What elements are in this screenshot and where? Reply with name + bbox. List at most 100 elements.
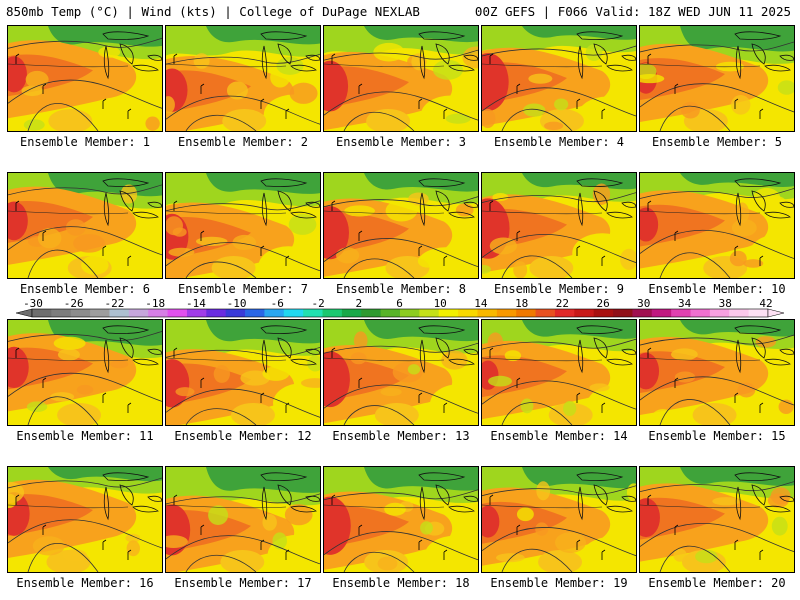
temperature-map bbox=[166, 320, 320, 425]
temperature-map bbox=[482, 320, 636, 425]
colorbar-swatch bbox=[632, 309, 653, 317]
colorbar-swatch bbox=[554, 309, 575, 317]
colorbar-tick-label: 34 bbox=[678, 298, 692, 310]
ensemble-member-label: Ensemble Member: 14 bbox=[490, 429, 628, 443]
colorbar-swatch bbox=[206, 309, 227, 317]
temperature-map bbox=[482, 26, 636, 131]
ensemble-map-panel bbox=[323, 319, 479, 426]
colorbar-tick-label: -30 bbox=[23, 298, 43, 310]
colorbar-tick-label: -6 bbox=[271, 298, 284, 310]
colorbar-swatch bbox=[303, 309, 323, 317]
colorbar-tick-label: -2 bbox=[311, 298, 324, 310]
ensemble-map-panel bbox=[323, 25, 479, 132]
ensemble-map-panel bbox=[7, 319, 163, 426]
colorbar-tick-label: -10 bbox=[227, 298, 247, 310]
colorbar-swatch bbox=[186, 309, 207, 317]
colorbar-swatch bbox=[651, 309, 672, 317]
colorbar-swatch bbox=[167, 309, 188, 317]
temperature-map bbox=[482, 467, 636, 572]
colorbar-swatch bbox=[438, 309, 459, 317]
temperature-map bbox=[324, 320, 478, 425]
colorbar-swatch bbox=[400, 309, 420, 317]
colorbar-tick-label: 38 bbox=[719, 298, 732, 310]
ensemble-member-label: Ensemble Member: 5 bbox=[651, 135, 783, 149]
ensemble-member-label: Ensemble Member: 10 bbox=[648, 282, 786, 296]
ensemble-map-panel bbox=[165, 466, 321, 573]
ensemble-member-label: Ensemble Member: 12 bbox=[174, 429, 312, 443]
colorbar-swatch bbox=[613, 309, 633, 317]
ensemble-map-panel bbox=[7, 25, 163, 132]
ensemble-member-label: Ensemble Member: 17 bbox=[174, 576, 312, 590]
ensemble-member-label: Ensemble Member: 11 bbox=[16, 429, 154, 443]
ensemble-map-panel bbox=[165, 25, 321, 132]
temperature-map bbox=[166, 173, 320, 278]
colorbar-tick-label: 18 bbox=[515, 298, 528, 310]
colorbar-tick-label: 2 bbox=[355, 298, 362, 310]
colorbar-tick-label: -26 bbox=[64, 298, 84, 310]
colorbar-swatch bbox=[341, 309, 362, 317]
ensemble-member-label: Ensemble Member: 13 bbox=[332, 429, 470, 443]
colorbar-swatch bbox=[748, 309, 769, 317]
temperature-map bbox=[324, 173, 478, 278]
colorbar-swatch bbox=[264, 309, 285, 317]
colorbar-swatch bbox=[32, 309, 52, 317]
ensemble-map-panel bbox=[165, 319, 321, 426]
ensemble-member-label: Ensemble Member: 4 bbox=[493, 135, 625, 149]
ensemble-map-panel bbox=[639, 319, 795, 426]
colorbar-tick-label: 42 bbox=[759, 298, 772, 310]
ensemble-map-panel bbox=[481, 25, 637, 132]
temperature-map bbox=[482, 173, 636, 278]
colorbar-swatch bbox=[458, 309, 478, 317]
ensemble-member-label: Ensemble Member: 19 bbox=[490, 576, 628, 590]
colorbar-swatch bbox=[361, 309, 382, 317]
colorbar-tick-label: 22 bbox=[556, 298, 569, 310]
ensemble-member-label: Ensemble Member: 9 bbox=[493, 282, 625, 296]
colorbar-swatch bbox=[496, 309, 517, 317]
temperature-map bbox=[324, 26, 478, 131]
ensemble-map-panel bbox=[639, 172, 795, 279]
ensemble-map-panel bbox=[639, 466, 795, 573]
ensemble-map-panel bbox=[323, 172, 479, 279]
colorbar-tick-label: -18 bbox=[145, 298, 165, 310]
temperature-map bbox=[324, 467, 478, 572]
ensemble-member-label: Ensemble Member: 3 bbox=[335, 135, 467, 149]
colorbar-tick-label: -14 bbox=[186, 298, 206, 310]
temperature-map bbox=[8, 26, 162, 131]
colorbar-swatch bbox=[729, 309, 750, 317]
colorbar-swatch bbox=[574, 309, 595, 317]
temperature-map bbox=[640, 320, 794, 425]
ensemble-member-label: Ensemble Member: 7 bbox=[177, 282, 309, 296]
colorbar-swatch bbox=[593, 309, 614, 317]
chart-title: 850mb Temp (°C) | Wind (kts) | College o… bbox=[6, 4, 420, 19]
colorbar-swatch bbox=[109, 309, 130, 317]
ensemble-member-label: Ensemble Member: 2 bbox=[177, 135, 309, 149]
colorbar-arrow-right bbox=[767, 308, 785, 318]
colorbar-swatch bbox=[245, 309, 265, 317]
temperature-map bbox=[640, 173, 794, 278]
colorbar-swatch bbox=[671, 309, 691, 317]
ensemble-map-panel bbox=[639, 25, 795, 132]
colorbar-tick-label: 26 bbox=[596, 298, 609, 310]
temperature-colorbar: -30 -26 -22 -18 -14 -10 -6 -2 2 6 10 14 18 22 26 30 34 38… bbox=[14, 298, 786, 322]
colorbar-arrow-left bbox=[15, 308, 33, 318]
colorbar-swatch bbox=[380, 309, 401, 317]
ensemble-member-label: Ensemble Member: 1 bbox=[19, 135, 151, 149]
colorbar-tick-label: 10 bbox=[434, 298, 447, 310]
ensemble-member-label: Ensemble Member: 8 bbox=[335, 282, 467, 296]
ensemble-member-label: Ensemble Member: 6 bbox=[19, 282, 151, 296]
colorbar-swatch bbox=[535, 309, 556, 317]
colorbar-swatch bbox=[690, 309, 711, 317]
valid-time-label: 00Z GEFS | F066 Valid: 18Z WED JUN 11 20… bbox=[474, 4, 791, 19]
colorbar-swatch bbox=[477, 309, 498, 317]
colorbar-tick-label: 6 bbox=[396, 298, 403, 310]
ensemble-map-panel bbox=[481, 466, 637, 573]
colorbar-swatch bbox=[70, 309, 91, 317]
ensemble-member-label: Ensemble Member: 15 bbox=[648, 429, 786, 443]
colorbar-swatch bbox=[90, 309, 110, 317]
ensemble-map-panel bbox=[7, 172, 163, 279]
colorbar-swatch bbox=[709, 309, 730, 317]
temperature-map bbox=[640, 26, 794, 131]
temperature-map bbox=[8, 320, 162, 425]
ensemble-member-label: Ensemble Member: 18 bbox=[332, 576, 470, 590]
ensemble-map-panel bbox=[165, 172, 321, 279]
